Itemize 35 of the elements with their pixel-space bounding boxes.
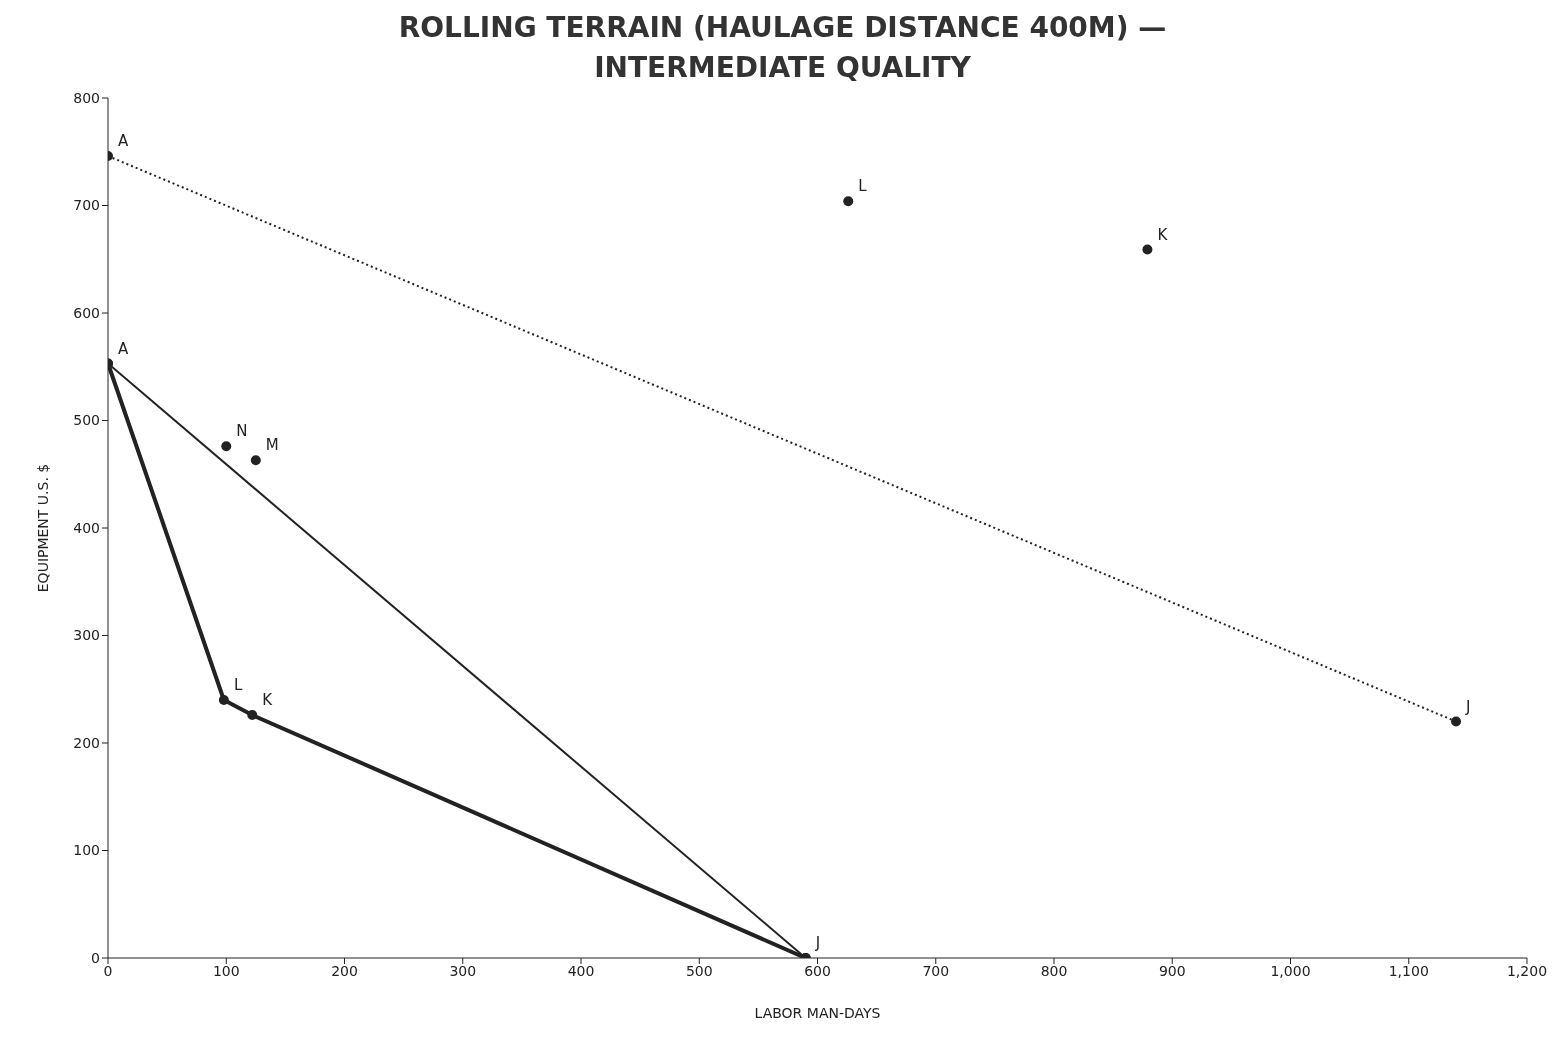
- y-tick-label: 0: [91, 949, 100, 966]
- annotation: K: [1157, 225, 1169, 244]
- x-axis-title: LABOR MAN-DAYS: [754, 1005, 881, 1021]
- x-tick-label: 300: [449, 962, 477, 979]
- x-tick-label: 400: [567, 962, 595, 979]
- y-tick-label: 100: [73, 842, 100, 859]
- x-tick-label: 900: [1158, 962, 1186, 979]
- x-tick-label: 0: [103, 962, 113, 979]
- x-tick-label: 200: [331, 962, 358, 979]
- y-tick-label: 800: [73, 89, 100, 106]
- annotation: L: [858, 177, 868, 196]
- annotation: A: [118, 132, 129, 151]
- annotation: M: [265, 436, 279, 455]
- y-tick-label: 300: [73, 627, 100, 644]
- x-tick-label: 800: [1040, 962, 1068, 979]
- annotation: J: [1465, 697, 1471, 716]
- y-tick-label: 200: [73, 734, 100, 751]
- x-tick-label: 600: [804, 962, 831, 979]
- y-tick-label: 500: [73, 412, 100, 429]
- x-tick-label: 100: [212, 962, 240, 979]
- x-tick-label: 1,200: [1506, 962, 1548, 979]
- x-tick-label: 1,100: [1388, 962, 1429, 979]
- annotation: J: [814, 934, 821, 952]
- annotation: A: [118, 339, 129, 358]
- x-tick-label: 700: [922, 962, 950, 979]
- x-tick-label: 500: [685, 962, 713, 979]
- y-tick-label: 700: [73, 197, 100, 214]
- annotation: N: [236, 422, 248, 441]
- y-axis-title: EQUIPMENT U.S. $: [34, 463, 51, 593]
- y-tick-label: 600: [73, 304, 100, 321]
- chart-title: ROLLING TERRAIN (HAULAGE DISTANCE 400M) — INTERMEDIATE QUALITY: [397, 10, 1168, 86]
- x-tick-label: 1,000: [1270, 962, 1311, 979]
- annotation: L: [233, 676, 243, 694]
- y-tick-label: 400: [73, 519, 100, 536]
- annotation: K: [262, 691, 274, 710]
